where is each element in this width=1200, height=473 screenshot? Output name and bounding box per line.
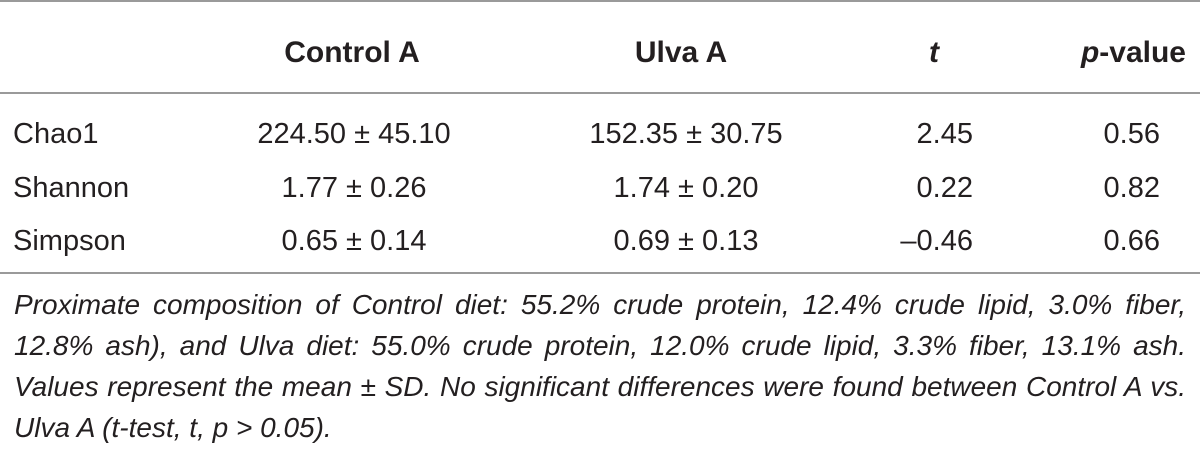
row-ulva-chao1: 152.35 ± 30.75 — [589, 118, 783, 150]
row-metric-chao1: Chao1 — [13, 118, 99, 150]
table-header-rule — [0, 92, 1200, 94]
row-metric-shannon: Shannon — [13, 172, 130, 204]
table-bottom-rule — [0, 272, 1200, 274]
table-top-rule — [0, 0, 1200, 2]
row-control-simpson: 0.65 ± 0.14 — [281, 225, 427, 257]
header-t: t — [929, 36, 939, 69]
table-footnote: Proximate composition of Control diet: 5… — [14, 289, 1186, 443]
row-t-shannon: 0.22 — [916, 172, 973, 204]
header-p-italic: p — [1080, 36, 1100, 69]
row-t-chao1: 2.45 — [916, 118, 973, 150]
row-control-chao1: 224.50 ± 45.10 — [257, 118, 451, 150]
row-ulva-shannon: 1.74 ± 0.20 — [613, 172, 759, 204]
row-ulva-simpson: 0.69 ± 0.13 — [613, 225, 759, 257]
row-metric-simpson: Simpson — [13, 225, 126, 257]
row-control-shannon: 1.77 ± 0.26 — [281, 172, 427, 204]
row-p-shannon: 0.82 — [1103, 172, 1160, 204]
header-ulva-a: Ulva A — [634, 36, 728, 69]
header-p-rest: -value — [1099, 36, 1186, 69]
header-control-a: Control A — [284, 36, 420, 69]
header-p-value: p-value — [1081, 36, 1186, 70]
row-p-simpson: 0.66 — [1103, 225, 1160, 257]
row-t-simpson: –0.46 — [900, 225, 973, 257]
row-p-chao1: 0.56 — [1103, 118, 1160, 150]
